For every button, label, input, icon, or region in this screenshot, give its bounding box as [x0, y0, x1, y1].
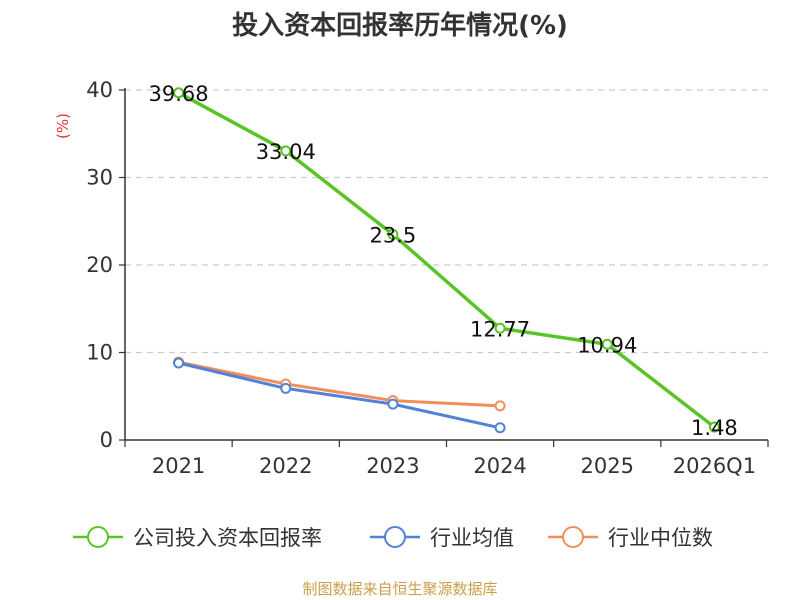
- legend-swatch-marker-1: [384, 526, 406, 548]
- series-line-2: [178, 360, 501, 408]
- series-2-point-2024: [494, 400, 506, 412]
- x-tick-label-2024: 2024: [473, 454, 526, 478]
- legend-label-0: 公司投入资本回报率: [133, 526, 322, 550]
- series-1-point-2022: [280, 382, 292, 394]
- series-1-point-2024: [494, 422, 506, 434]
- data-label-layer: 39.68 33.04 23.5 12.77 10.94 1.48: [149, 82, 738, 440]
- y-axis-label: (%): [54, 113, 72, 139]
- x-tick-label-2022: 2022: [259, 454, 312, 478]
- legend-label-1: 行业均值: [430, 526, 514, 550]
- x-tick-label-2021: 2021: [152, 454, 205, 478]
- data-label-2023: 23.5: [370, 223, 417, 247]
- legend-swatch-marker-0: [87, 526, 109, 548]
- data-label-2025: 10.94: [577, 333, 637, 357]
- y-tick-label-0: 0: [100, 428, 113, 452]
- series-1-point-2023: [387, 398, 399, 410]
- data-label-2024: 12.77: [470, 317, 530, 341]
- data-label-2021: 39.68: [149, 82, 209, 106]
- x-tick-label-2025: 2025: [581, 454, 634, 478]
- series-line-1: [178, 361, 501, 430]
- series-line-0: [177, 91, 716, 429]
- x-tick-label-2023: 2023: [366, 454, 419, 478]
- y-tick-label-30: 30: [86, 166, 113, 190]
- grid-layer: [125, 89, 768, 354]
- legend-item-2: 行业中位数: [548, 526, 713, 550]
- axis-layer: 0 10 20 30 40 2021 2022 2023 2024 2025 2026Q1: [86, 78, 769, 478]
- series-0-point-2024: [494, 322, 506, 334]
- legend-item-1: 行业均值: [370, 526, 514, 550]
- series-0-point-2023: [387, 228, 399, 240]
- series-0-point-2021: [173, 87, 185, 99]
- legend-item-0: 公司投入资本回报率: [73, 526, 322, 550]
- legend-label-2: 行业中位数: [608, 526, 713, 550]
- series-1-point-2021: [173, 357, 185, 369]
- legend-swatch-marker-2: [562, 526, 584, 548]
- x-tick-label-2026Q1: 2026Q1: [673, 454, 756, 478]
- legend: 公司投入资本回报率 行业均值 行业中位数: [73, 526, 713, 550]
- source-note: 制图数据来自恒生聚源数据库: [302, 580, 497, 598]
- chart-title: 投入资本回报率历年情况(%): [232, 10, 568, 41]
- data-label-2022: 33.04: [256, 140, 316, 164]
- y-tick-label-40: 40: [86, 78, 113, 102]
- series-0-point-2026Q1: [708, 421, 720, 433]
- y-tick-label-10: 10: [86, 341, 113, 365]
- series-layer: [173, 87, 720, 434]
- data-label-2026Q1: 1.48: [691, 416, 738, 440]
- y-tick-label-20: 20: [86, 253, 113, 277]
- series-0-point-2025: [601, 338, 613, 350]
- series-0-point-2022: [280, 145, 292, 157]
